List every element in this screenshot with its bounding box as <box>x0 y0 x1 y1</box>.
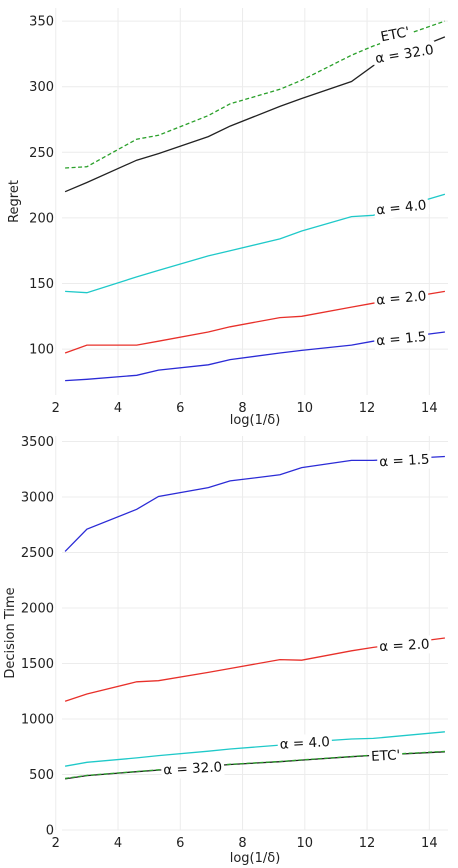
y-tick-label: 3500 <box>21 435 54 450</box>
x-tick-label: 8 <box>238 401 246 416</box>
y-tick-label: 100 <box>29 343 54 358</box>
series-label-3: α = 4.0 <box>373 196 430 220</box>
series-label-background <box>373 196 430 220</box>
y-tick-label: 0 <box>46 824 54 839</box>
series-label-5: ETC' <box>368 746 403 766</box>
series-label-text: α = 4.0 <box>376 197 428 218</box>
series-label-background <box>373 327 430 351</box>
series-line-3 <box>65 193 446 294</box>
series-label-4: α = 32.0 <box>160 758 225 780</box>
series-label-background <box>376 635 432 657</box>
x-tick-label: 10 <box>297 836 314 851</box>
y-tick-label: 200 <box>29 211 54 226</box>
x-axis-label: log(1/δ) <box>230 413 281 428</box>
x-tick-label: 2 <box>52 401 60 416</box>
y-tick-label: 2000 <box>21 602 54 617</box>
series-line-5 <box>65 20 446 169</box>
series-label-background <box>373 287 430 310</box>
series-label-3: α = 4.0 <box>277 732 333 754</box>
series-label-background <box>368 746 403 766</box>
series-label-text: α = 1.5 <box>376 329 427 349</box>
series-label-text: α = 4.0 <box>279 734 330 753</box>
series-line-1 <box>65 331 445 382</box>
x-tick-label: 2 <box>52 836 60 851</box>
series-line-5 <box>65 750 445 780</box>
chart-2: 2 4 6 8 10 12 14 0 500 1000 1500 2000 2500 3000 3500 lo… <box>3 435 448 866</box>
x-tick-label: 14 <box>421 401 438 416</box>
series-label-background <box>377 22 414 47</box>
series-line-4 <box>64 36 446 193</box>
series-line-1 <box>64 455 445 552</box>
x-axis-label: log(1/δ) <box>230 851 281 866</box>
series-label-text: ETC' <box>371 747 401 765</box>
series-label-text: ETC' <box>379 24 411 45</box>
series-label-background <box>277 732 333 754</box>
series-label-2: α = 2.0 <box>373 287 430 310</box>
y-tick-label: 350 <box>29 15 54 30</box>
series-label-2: α = 2.0 <box>376 635 432 657</box>
series-label-5: ETC' <box>377 22 414 47</box>
y-tick-label: 2500 <box>21 546 54 561</box>
y-axis-label: Regret <box>7 180 22 223</box>
y-tick-label: 150 <box>29 277 54 292</box>
x-tick-label: 12 <box>359 836 376 851</box>
series-label-background <box>376 450 432 472</box>
series-label-text: α = 32.0 <box>163 759 223 778</box>
series-label-background <box>160 758 225 780</box>
series-line-3 <box>64 731 445 767</box>
series-line-2 <box>64 290 446 354</box>
series-line-2 <box>64 637 445 702</box>
x-tick-label: 4 <box>114 401 122 416</box>
x-tick-label: 6 <box>176 401 184 416</box>
y-axis-label: Decision Time <box>3 587 18 678</box>
x-tick-label: 4 <box>114 836 122 851</box>
series-label-text: α = 2.0 <box>379 636 430 655</box>
x-tick-label: 8 <box>238 836 246 851</box>
series-label-1: α = 1.5 <box>373 327 430 351</box>
y-tick-label: 250 <box>29 146 54 161</box>
series-label-background <box>372 40 437 69</box>
chart-1: 2 4 6 8 10 12 14 100 150 200 250 300 350 log(1/δ) Regr… <box>7 8 448 428</box>
x-tick-label: 12 <box>359 401 376 416</box>
series-label-1: α = 1.5 <box>376 450 432 472</box>
x-tick-label: 14 <box>421 836 438 851</box>
y-tick-label: 3000 <box>21 491 54 506</box>
x-tick-label: 6 <box>176 836 184 851</box>
y-tick-label: 500 <box>29 768 54 783</box>
series-label-text: α = 2.0 <box>376 288 427 308</box>
y-tick-label: 1500 <box>21 657 54 672</box>
series-label-text: α = 1.5 <box>379 452 430 471</box>
y-tick-label: 300 <box>29 80 54 95</box>
y-tick-label: 1000 <box>21 713 54 728</box>
x-tick-label: 10 <box>297 401 314 416</box>
